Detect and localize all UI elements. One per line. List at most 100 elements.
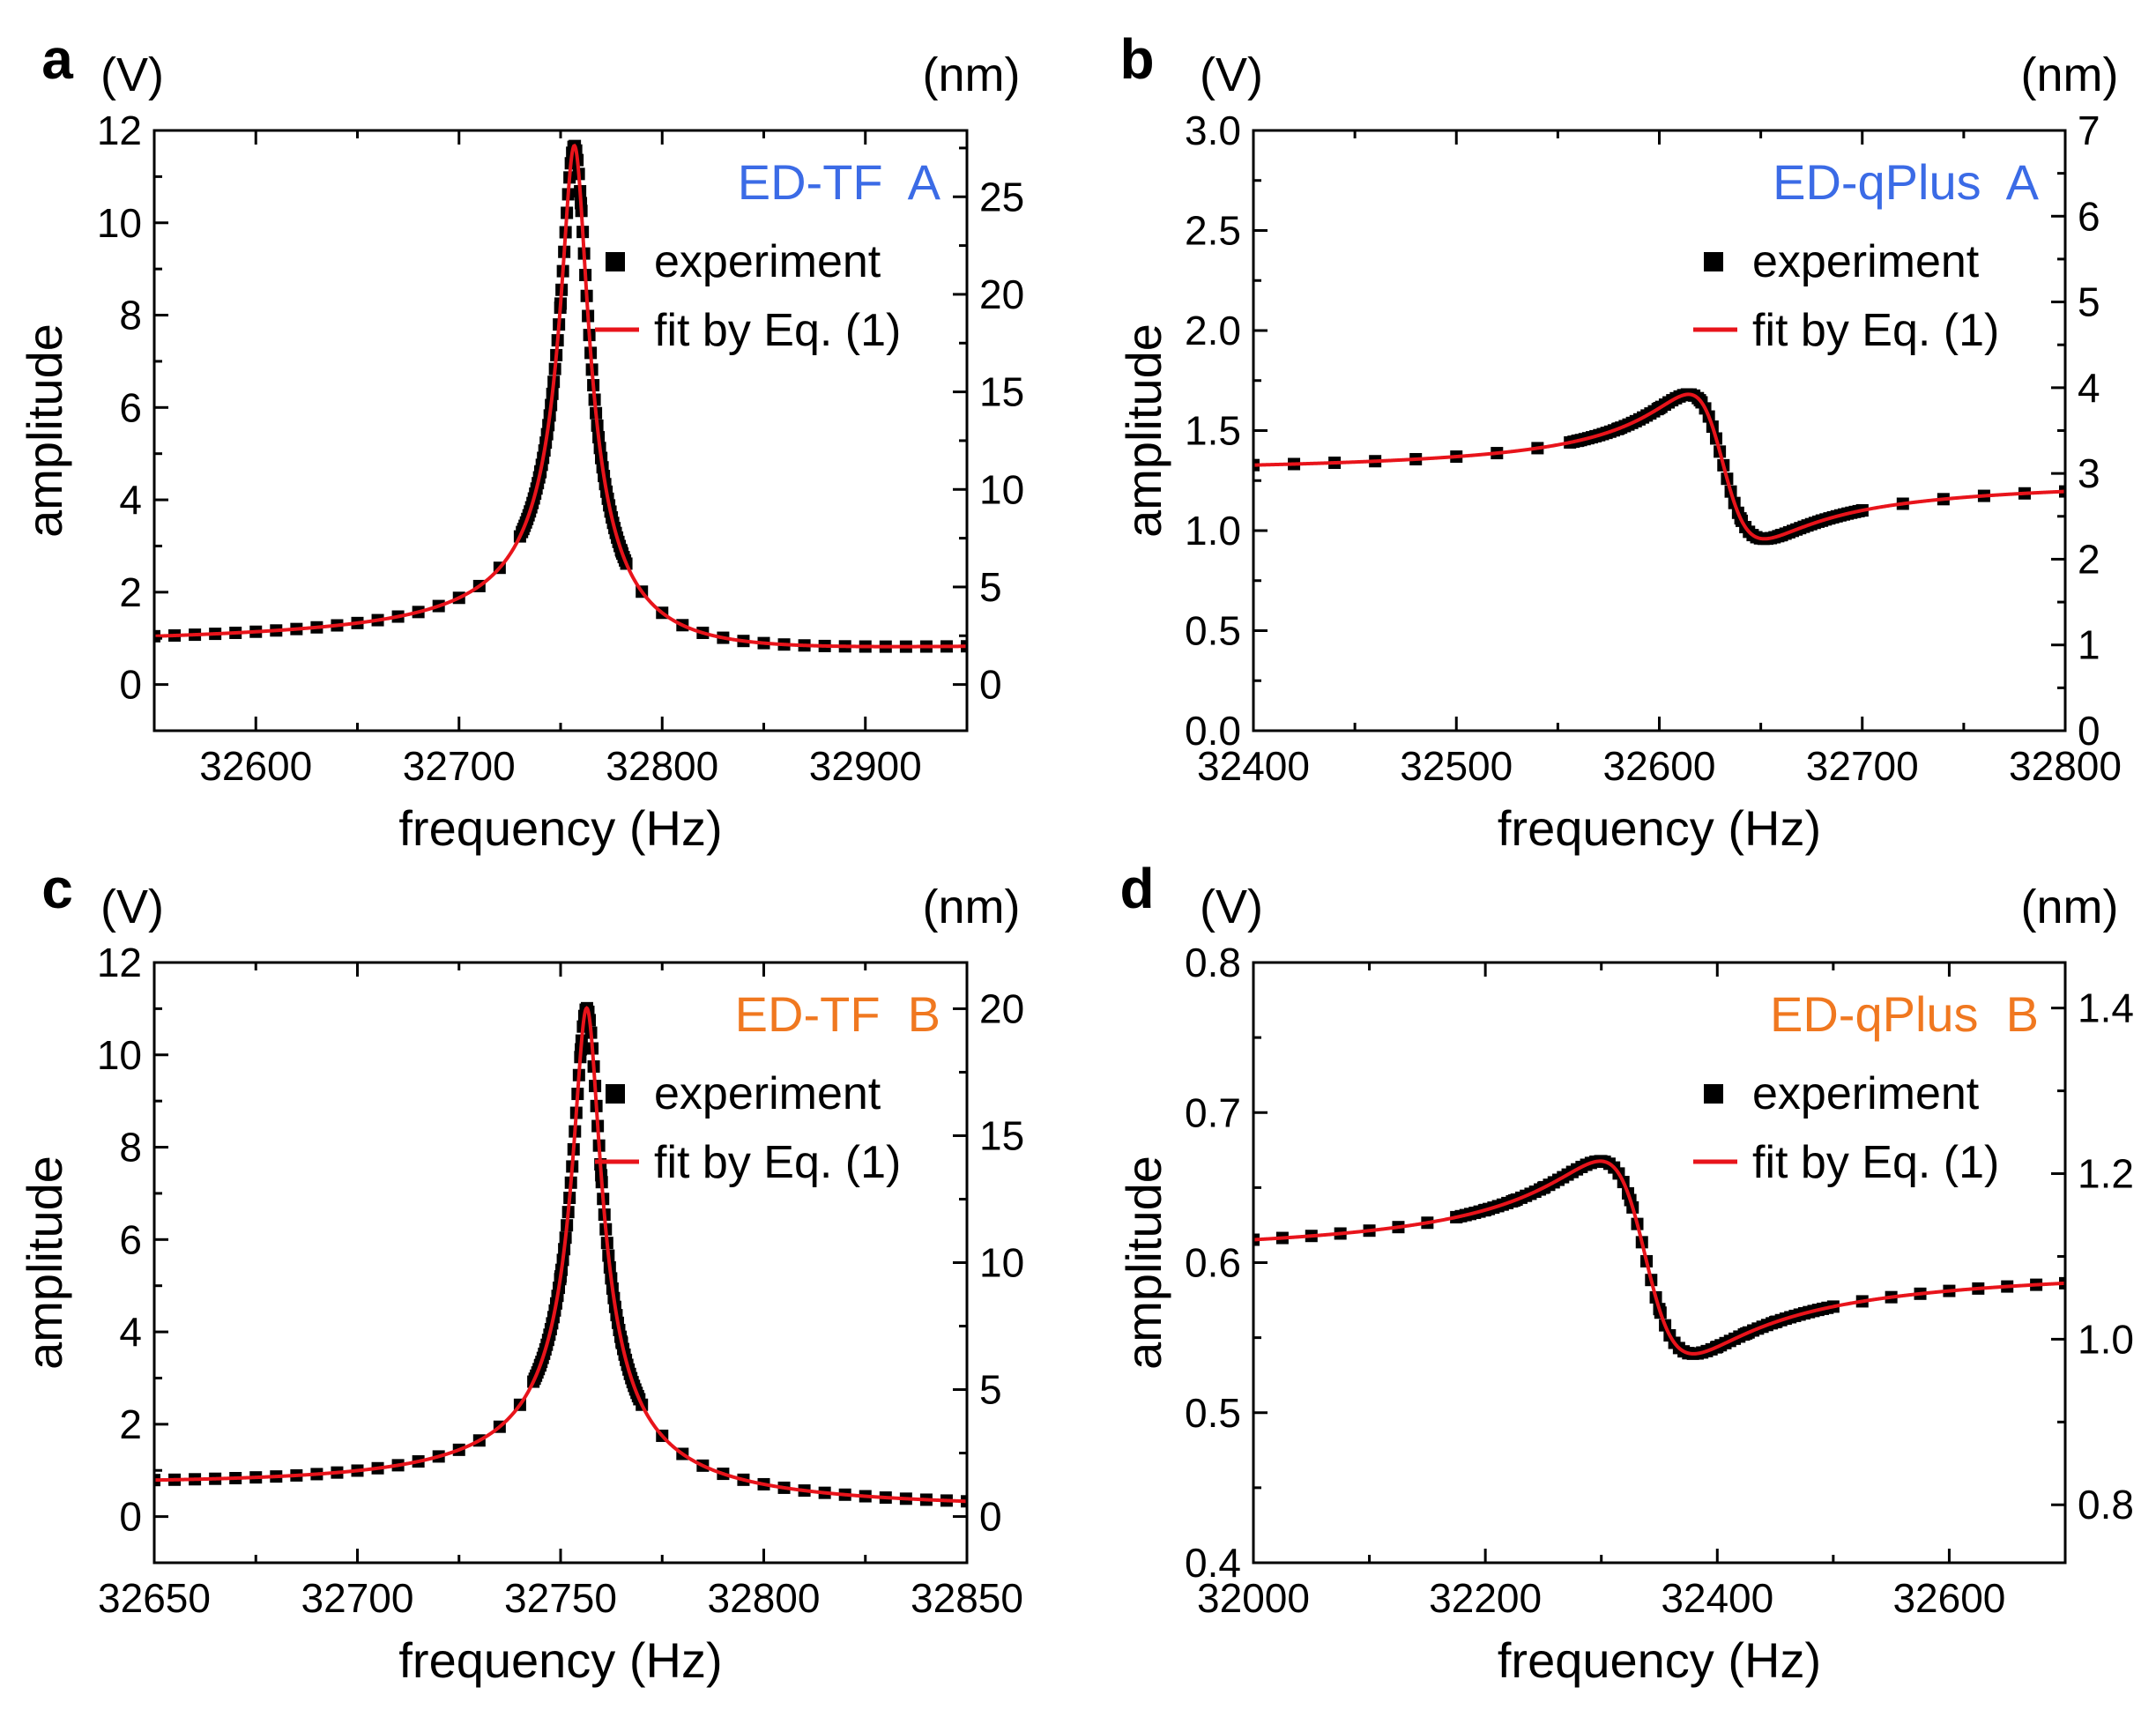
- right-unit: (nm): [2021, 48, 2119, 101]
- y2-tick-label: 0: [979, 662, 1002, 708]
- x-tick-label: 32700: [403, 743, 516, 789]
- y2-tick-label: 5: [2078, 279, 2100, 325]
- legend-label-experiment: experiment: [1752, 1068, 1980, 1119]
- legend: experiment fit by Eq. (1): [1693, 236, 1999, 356]
- y-tick-label: 3.0: [1185, 108, 1241, 153]
- series-fit-line: [1253, 1159, 2065, 1356]
- y-tick-label: 6: [119, 1216, 142, 1262]
- x-axis-label: frequency (Hz): [1498, 800, 1821, 856]
- y2-tick-label: 1.4: [2078, 985, 2134, 1031]
- right-unit: (nm): [923, 48, 1021, 101]
- y-tick-label: 4: [119, 477, 142, 523]
- y2-tick-label: 6: [2078, 193, 2100, 239]
- data-layer: [154, 139, 967, 653]
- legend-marker-experiment: [606, 252, 625, 271]
- left-unit: (V): [100, 881, 164, 933]
- y2-tick-label: 5: [979, 1367, 1002, 1413]
- x-axis-label: frequency (Hz): [398, 1632, 722, 1688]
- legend-label-experiment: experiment: [1752, 236, 1980, 287]
- x-tick-label: 32700: [1806, 743, 1919, 789]
- y-axis-label: amplitude: [17, 1156, 72, 1370]
- plot-frame: [1252, 961, 2067, 1565]
- y-tick-label: 10: [97, 1032, 142, 1078]
- x-tick-label: 32650: [98, 1575, 211, 1621]
- panel-letter: b: [1119, 27, 1154, 91]
- y2-tick-label: 0: [2078, 708, 2100, 754]
- x-tick-label: 32750: [504, 1575, 617, 1621]
- y-tick-label: 0.5: [1185, 608, 1241, 654]
- y2-tick-label: 0: [979, 1494, 1002, 1540]
- legend-marker-experiment: [1704, 1084, 1723, 1104]
- y-tick-label: 12: [97, 108, 142, 153]
- x-tick-label: 32600: [1603, 743, 1716, 789]
- y-tick-label: 0.6: [1185, 1240, 1241, 1286]
- y-tick-label: 2.0: [1185, 308, 1241, 353]
- x-tick-label: 32400: [1197, 743, 1310, 789]
- left-unit: (V): [100, 48, 164, 101]
- right-unit: (nm): [2021, 881, 2119, 933]
- y2-tick-label: 1.0: [2078, 1316, 2134, 1362]
- y-tick-label: 12: [97, 940, 142, 985]
- y-tick-label: 8: [119, 1125, 142, 1171]
- legend-label-fit: fit by Eq. (1): [1752, 1137, 1999, 1188]
- sample-tag: ED-qPlus B: [1770, 986, 2039, 1042]
- legend-label-fit: fit by Eq. (1): [1752, 305, 1999, 356]
- y-tick-label: 0: [119, 1494, 142, 1540]
- y-tick-label: 0.0: [1185, 708, 1241, 754]
- panel-d: 32000 32200 32400 32600 0.4 0.5 0.6 0.7 0.8 0.8 1.…: [1116, 857, 2134, 1688]
- legend-marker-experiment: [606, 1084, 625, 1104]
- y2-tick-label: 25: [979, 174, 1024, 219]
- y2-tick-label: 7: [2078, 108, 2100, 153]
- y2-tick-label: 1: [2078, 622, 2100, 668]
- y-tick-label: 0: [119, 662, 142, 708]
- x-tick-label: 32850: [911, 1575, 1023, 1621]
- right-unit: (nm): [923, 881, 1021, 933]
- y-tick-label: 0.5: [1185, 1390, 1241, 1436]
- y-tick-label: 0.4: [1185, 1540, 1241, 1586]
- y-axis-label: amplitude: [17, 323, 72, 538]
- series-fit-line: [1253, 392, 2065, 541]
- y2-tick-label: 0.8: [2078, 1482, 2134, 1527]
- series-experiment: [1253, 388, 2065, 546]
- x-tick-label: 32500: [1400, 743, 1513, 789]
- x-tick-label: 32600: [1892, 1575, 2005, 1621]
- legend: experiment fit by Eq. (1): [1693, 1068, 1999, 1188]
- left-unit: (V): [1200, 48, 1263, 101]
- x-tick-label: 32000: [1197, 1575, 1310, 1621]
- x-axis-label: frequency (Hz): [1498, 1632, 1821, 1688]
- y-tick-label: 0.7: [1185, 1089, 1241, 1135]
- x-axis-label: frequency (Hz): [398, 800, 722, 856]
- y-tick-label: 1.5: [1185, 408, 1241, 454]
- legend-label-experiment: experiment: [654, 1068, 881, 1119]
- data-layer: [154, 1001, 967, 1508]
- y2-tick-label: 20: [979, 985, 1024, 1031]
- y-axis-label: amplitude: [1116, 1156, 1171, 1370]
- y-tick-label: 2: [119, 569, 142, 615]
- panel-a: 32600 32700 32800 32900 0 2 4 6 8 10 12 0 5 10 15 20 25 f…: [17, 27, 1024, 856]
- legend-marker-experiment: [1704, 252, 1723, 271]
- y2-tick-label: 10: [979, 466, 1024, 512]
- y2-tick-label: 3: [2078, 450, 2100, 496]
- x-tick-label: 32900: [809, 743, 922, 789]
- x-tick-label: 32200: [1429, 1575, 1542, 1621]
- y-tick-label: 10: [97, 200, 142, 246]
- y2-tick-label: 5: [979, 564, 1002, 610]
- panel-b: 32400 32500 32600 32700 32800 0.0 0.5 1.0 1.5 2.0…: [1116, 27, 2122, 856]
- y2-tick-label: 20: [979, 271, 1024, 317]
- x-tick-label: 32400: [1661, 1575, 1773, 1621]
- x-tick-label: 32800: [708, 1575, 821, 1621]
- y2-tick-label: 15: [979, 1112, 1024, 1158]
- panel-letter: a: [41, 27, 73, 91]
- panel-letter: d: [1119, 857, 1154, 920]
- y2-tick-label: 10: [979, 1240, 1024, 1286]
- y-tick-label: 6: [119, 384, 142, 430]
- legend: experiment fit by Eq. (1): [595, 236, 901, 356]
- y-tick-label: 0.8: [1185, 940, 1241, 985]
- x-tick-label: 32800: [2009, 743, 2122, 789]
- legend-label-experiment: experiment: [654, 236, 881, 287]
- sample-tag: ED-TF A: [738, 154, 941, 210]
- y2-tick-label: 2: [2078, 536, 2100, 582]
- x-tick-label: 32800: [606, 743, 718, 789]
- y-tick-label: 2: [119, 1401, 142, 1447]
